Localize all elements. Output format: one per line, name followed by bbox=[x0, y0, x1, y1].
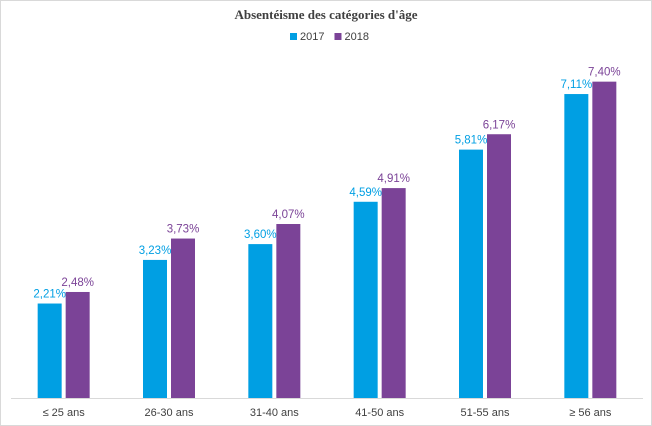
legend-label: 2018 bbox=[344, 31, 368, 43]
bar bbox=[143, 259, 167, 398]
x-tick-label: 26-30 ans bbox=[145, 407, 194, 419]
value-label: 3,23% bbox=[139, 245, 172, 257]
value-label: 7,11% bbox=[560, 79, 592, 91]
value-label: 2,21% bbox=[33, 289, 66, 301]
bar bbox=[487, 134, 511, 399]
value-label: 4,07% bbox=[272, 209, 305, 221]
bar bbox=[171, 238, 195, 398]
value-label: 3,60% bbox=[244, 229, 277, 241]
value-label: 5,81% bbox=[455, 135, 488, 147]
x-tick-label: 41-50 ans bbox=[355, 407, 404, 419]
bar bbox=[37, 303, 62, 398]
chart-title: Absentéisme des catégories d'âge bbox=[234, 7, 417, 22]
x-tick-label: 31-40 ans bbox=[250, 407, 299, 419]
value-label: 2,48% bbox=[61, 277, 94, 289]
x-tick-label: 51-55 ans bbox=[461, 407, 510, 419]
bar bbox=[381, 188, 406, 398]
value-label: 3,73% bbox=[167, 224, 200, 236]
bar bbox=[459, 149, 483, 398]
bar bbox=[276, 224, 301, 398]
bar bbox=[65, 291, 90, 398]
legend-swatch bbox=[290, 33, 297, 40]
legend-label: 2017 bbox=[300, 31, 324, 43]
value-label: 4,91% bbox=[377, 173, 410, 185]
bar bbox=[592, 81, 617, 399]
value-label: 6,17% bbox=[483, 119, 516, 131]
x-tick-label: ≤ 25 ans bbox=[43, 407, 86, 419]
value-label: 7,40% bbox=[588, 67, 621, 79]
value-label: 4,59% bbox=[349, 187, 382, 199]
legend-swatch bbox=[334, 33, 342, 40]
bar bbox=[353, 201, 378, 398]
bar bbox=[564, 94, 589, 399]
x-tick-label: ≥ 56 ans bbox=[569, 407, 612, 419]
bar bbox=[248, 244, 273, 398]
